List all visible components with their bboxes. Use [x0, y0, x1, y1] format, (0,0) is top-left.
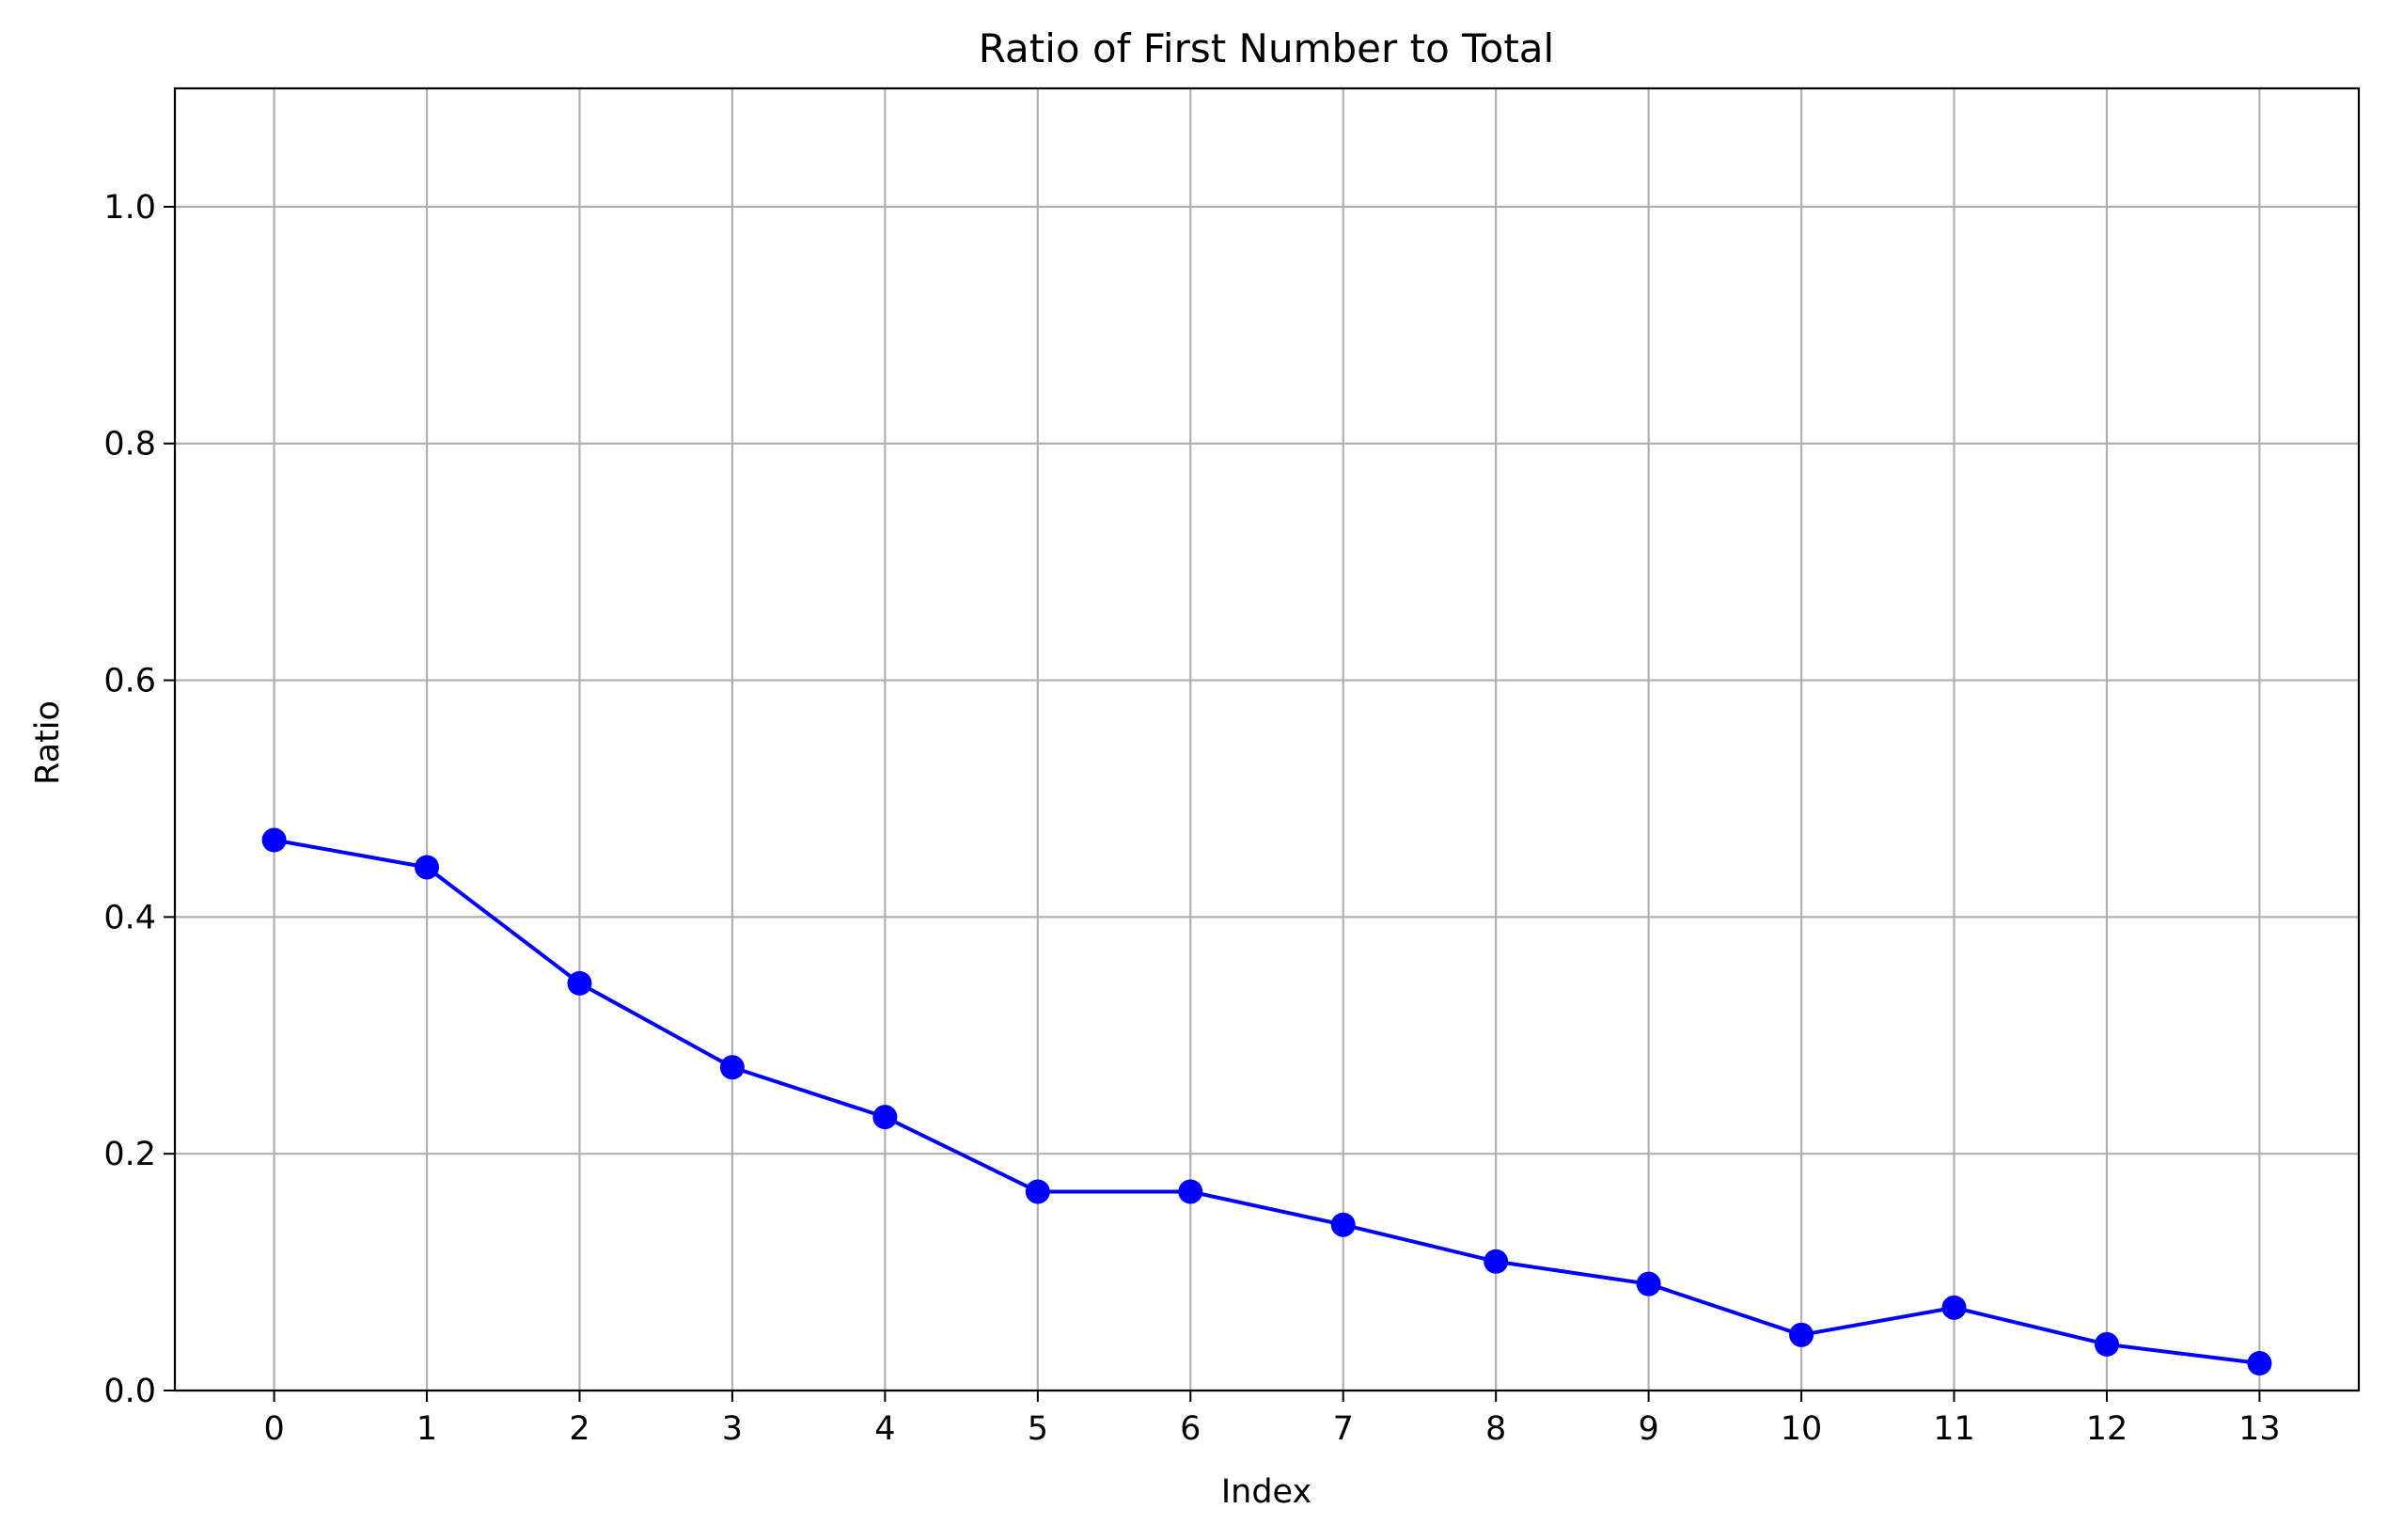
data-point [1789, 1322, 1814, 1347]
x-tick-label: 1 [416, 1410, 437, 1448]
x-tick-label: 4 [874, 1410, 895, 1448]
data-point [1636, 1271, 1661, 1296]
chart-title: Ratio of First Number to Total [979, 25, 1554, 71]
x-tick-label: 2 [569, 1410, 589, 1448]
data-point [719, 1055, 745, 1080]
y-tick-label: 0.6 [103, 663, 156, 700]
data-point [1178, 1179, 1203, 1204]
data-point [1025, 1179, 1050, 1204]
y-tick-label: 0.2 [103, 1136, 156, 1173]
plot-frame [173, 86, 2361, 1392]
data-point [261, 827, 287, 853]
x-tick-label: 9 [1638, 1410, 1658, 1448]
data-point [872, 1105, 898, 1130]
x-tick-label: 12 [2086, 1410, 2128, 1448]
x-tick-label: 6 [1180, 1410, 1201, 1448]
series-group [261, 827, 2272, 1376]
x-tick-label: 7 [1333, 1410, 1354, 1448]
data-point [1941, 1295, 1967, 1320]
x-tick-label: 0 [263, 1410, 284, 1448]
y-axis-label: Ratio [29, 700, 67, 785]
x-tick-label: 3 [722, 1410, 743, 1448]
x-tick-label: 8 [1485, 1410, 1506, 1448]
data-point [567, 970, 592, 996]
x-axis-label: Index [1221, 1473, 1311, 1511]
data-point [1330, 1212, 1356, 1237]
x-tick-label: 5 [1028, 1410, 1048, 1448]
axis-ticks: 0 1 2 3 4 5 6 7 8 9 10 11 12 130.00.20.40.60.81.0 [103, 189, 2280, 1448]
grid [175, 88, 2359, 1392]
y-tick-label: 0.4 [103, 899, 156, 936]
data-point [2094, 1331, 2119, 1357]
x-tick-label: 10 [1781, 1410, 1823, 1448]
data-point [415, 855, 440, 880]
x-tick-label: 11 [1933, 1410, 1975, 1448]
data-point [2247, 1351, 2272, 1376]
data-point [1484, 1249, 1509, 1274]
y-tick-label: 1.0 [103, 189, 156, 227]
x-tick-label: 13 [2238, 1410, 2281, 1448]
series-line [274, 838, 2260, 1366]
y-tick-label: 0.0 [103, 1373, 156, 1410]
y-tick-label: 0.8 [103, 426, 156, 464]
